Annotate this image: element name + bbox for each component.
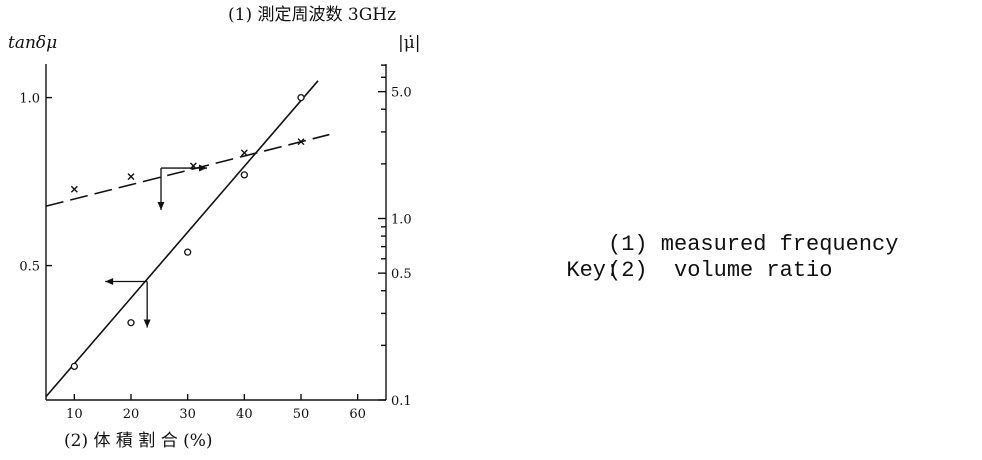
series-x-point-0-b (70, 185, 78, 193)
series-x-point-3 (240, 149, 248, 157)
x-tick-label-40: 40 (236, 407, 253, 422)
y-right-label: |μ̇| (398, 33, 421, 53)
arrow-o-series-left-head (105, 277, 114, 285)
x-tick-label-30: 30 (179, 407, 196, 422)
series-o-line (45, 80, 319, 398)
tick-layer: 10 20 30 40 50 60 0.5 1.0 0.1 0.5 1.0 5.0 (19, 64, 412, 422)
arrow-x-series-right (161, 164, 207, 172)
series-markers (70, 93, 305, 371)
series-lines (45, 80, 330, 398)
axis-arrows (105, 164, 207, 328)
series-o-point-0 (70, 362, 78, 371)
series-x-point-4-b (297, 138, 305, 146)
y-right-tick-label-1: 1.0 (391, 213, 412, 228)
series-x-point-4 (297, 138, 305, 146)
x-tick-label-60: 60 (349, 407, 366, 422)
series-o-point-3 (240, 171, 248, 179)
arrow-o-series-down-head (143, 319, 151, 328)
x-tick-label-10: 10 (66, 407, 83, 422)
x-axis-label: (2) 体 積 割 合 (%) (64, 431, 213, 451)
plot-frame (45, 64, 387, 401)
y-right-tick-label-0.5: 0.5 (391, 267, 412, 282)
chart-title: (1) 測定周波数 3GHz (228, 5, 396, 25)
y-right-tick-label-0.1: 0.1 (391, 394, 412, 409)
key-line-1: (1) measured frequency (608, 232, 899, 257)
arrow-o-series-down (143, 281, 151, 328)
series-o-point-1 (127, 319, 135, 327)
series-x-point-1-b (127, 173, 135, 181)
y-right-tick-label-5: 5.0 (391, 86, 412, 101)
series-o-point-2 (184, 248, 192, 256)
x-tick-label-20: 20 (123, 407, 140, 422)
x-tick-label-50: 50 (293, 407, 310, 422)
series-x-point-1 (127, 173, 135, 181)
series-o-point-4 (297, 93, 305, 102)
key-line-2: (2) volume ratio (608, 258, 833, 283)
arrow-x-series-down (157, 168, 165, 211)
arrow-x-series-down-head (157, 202, 165, 211)
series-x-line (45, 133, 330, 207)
arrow-x-series-right-head (199, 164, 207, 172)
key-label: Key: (566, 258, 620, 283)
y-left-tick-label-0.5: 0.5 (19, 260, 40, 275)
arrow-o-series-left (105, 277, 148, 285)
y-left-tick-label-1: 1.0 (19, 92, 40, 107)
series-x-point-3-b (240, 149, 248, 157)
y-left-label: tanδμ (8, 33, 57, 53)
series-x-point-0 (70, 185, 78, 193)
key-legend: Key: (540, 232, 619, 284)
